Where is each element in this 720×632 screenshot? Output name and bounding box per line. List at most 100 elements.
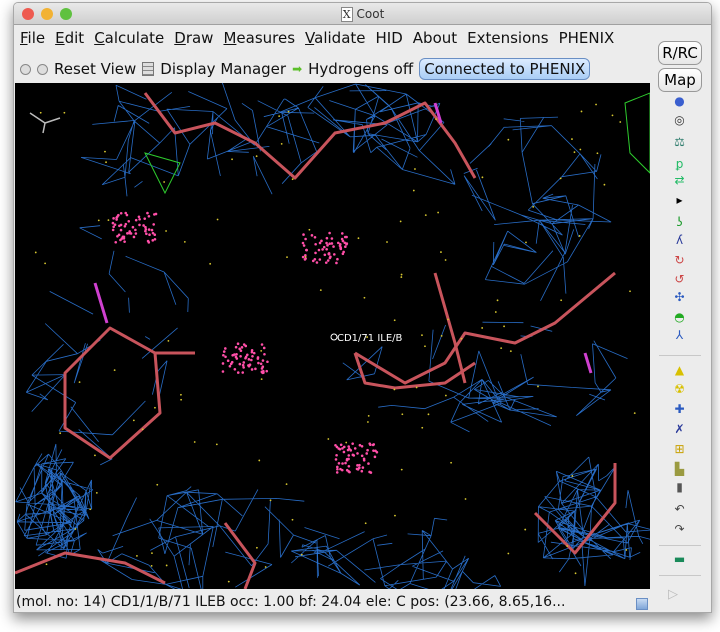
mutate-autofit-icon[interactable]: ☢ <box>674 382 685 396</box>
contact-dot <box>301 241 305 245</box>
menu-file[interactable]: File <box>20 29 46 47</box>
edit-chi-angles-icon[interactable]: ↻ <box>674 253 685 267</box>
rrc-button[interactable]: R/RC <box>658 41 702 65</box>
contact-dot-yellow <box>260 378 263 381</box>
contact-dot <box>147 241 151 244</box>
contact-dot <box>147 228 151 231</box>
expand-arrow-icon[interactable]: ▸ <box>676 193 683 207</box>
torsion-general-icon[interactable]: ↺ <box>674 272 685 286</box>
contact-dot <box>137 215 141 219</box>
connected-to-phenix-button[interactable]: Connected to PHENIX <box>419 58 591 80</box>
contact-dot-yellow <box>625 549 628 551</box>
contact-dot-yellow <box>427 413 430 416</box>
display-only-active-icon[interactable]: ▬ <box>673 552 686 566</box>
contact-dot <box>351 442 354 445</box>
rotate-sphere-icon[interactable]: ● <box>674 94 685 108</box>
center-atom-icon[interactable]: ◎ <box>674 113 685 127</box>
contact-dot <box>115 216 118 219</box>
contact-dot-yellow <box>286 256 288 259</box>
hydrogens-icon: ➡ <box>292 62 303 76</box>
contact-dot <box>134 228 137 232</box>
contact-dot <box>339 467 342 471</box>
menu-extensions[interactable]: Extensions <box>467 29 549 47</box>
contact-dot <box>313 257 317 261</box>
contact-dot <box>224 347 227 350</box>
menu-draw[interactable]: Draw <box>174 29 214 47</box>
contact-dot <box>142 224 145 227</box>
menu-phenix[interactable]: PHENIX <box>558 29 615 47</box>
refine-regularize-icon[interactable]: ⚖ <box>674 135 685 149</box>
zoom-button[interactable] <box>60 8 72 20</box>
contact-dot-yellow <box>215 443 218 446</box>
play-arrow-icon[interactable]: ▷ <box>668 587 678 602</box>
contact-dot <box>304 237 307 241</box>
display-manager-button[interactable]: Display Manager <box>160 60 287 78</box>
add-terminal-residue-icon[interactable]: ✚ <box>674 402 685 416</box>
contact-dot <box>233 367 237 371</box>
contact-dot-yellow <box>44 262 47 265</box>
contact-dot <box>325 236 329 240</box>
molecule-scene[interactable]: CD1/71 ILE/B <box>14 79 653 609</box>
clear-pending-icon[interactable]: ▙ <box>674 462 685 476</box>
undo-icon[interactable]: ↶ <box>674 502 685 516</box>
contact-dot-yellow <box>136 555 138 557</box>
contact-dot <box>341 462 344 465</box>
contact-dot-yellow <box>264 566 267 568</box>
atom-bond-magenta <box>583 352 593 374</box>
add-alt-conf-icon[interactable]: ✗ <box>674 422 685 436</box>
menu-validate[interactable]: Validate <box>305 29 366 47</box>
contact-dot <box>333 253 336 256</box>
contact-dot <box>252 351 256 355</box>
contact-dot <box>337 461 341 465</box>
contact-dot <box>259 362 263 366</box>
contact-dot <box>266 360 269 364</box>
contact-dot-yellow <box>180 398 183 401</box>
map-button[interactable]: Map <box>658 68 702 92</box>
redo-icon[interactable]: ↷ <box>674 522 685 536</box>
contact-dot-yellow <box>319 289 322 292</box>
mutate-icon[interactable]: ▲ <box>674 363 685 377</box>
contact-dot <box>318 241 322 245</box>
auto-fit-rotamer-icon[interactable]: ʖ <box>676 215 683 229</box>
minimize-button[interactable] <box>41 8 53 20</box>
menu-about[interactable]: About <box>412 29 458 47</box>
contact-dot <box>325 247 328 251</box>
reset-view-button[interactable]: Reset View <box>54 60 137 78</box>
contact-dot-yellow <box>494 311 497 313</box>
hydrogens-toggle-button[interactable]: Hydrogens off <box>308 60 414 78</box>
menu-measures[interactable]: Measures <box>223 29 296 47</box>
contact-dot-yellow <box>421 426 424 429</box>
rotamers-icon[interactable]: ʎ <box>675 233 684 247</box>
rigid-body-fit-icon[interactable]: ꝑ <box>675 157 684 171</box>
contact-dot-yellow <box>386 241 388 243</box>
contact-dot-yellow <box>308 228 311 231</box>
stop-icon[interactable] <box>37 63 48 75</box>
edit-backbone-icon[interactable]: ⅄ <box>675 328 684 342</box>
contact-dot <box>125 213 129 217</box>
delete-icon[interactable]: ▮ <box>676 480 683 494</box>
contact-dot-yellow <box>345 441 348 444</box>
play-icon[interactable] <box>20 63 31 75</box>
contact-dot-yellow <box>150 565 153 567</box>
contact-dot <box>329 255 332 259</box>
contact-dot <box>228 364 232 368</box>
place-atom-icon[interactable]: ⊞ <box>674 442 685 456</box>
menu-calculate[interactable]: Calculate <box>94 29 165 47</box>
3d-viewport[interactable]: CD1/71 ILE/B <box>14 79 653 609</box>
contact-dot <box>360 454 364 458</box>
contact-dot <box>356 452 359 455</box>
close-button[interactable] <box>22 8 34 20</box>
side-chain-180-icon[interactable]: ◓ <box>674 310 685 324</box>
sphere-refine-icon[interactable]: ⇄ <box>674 173 685 187</box>
contact-dot <box>254 367 257 371</box>
contact-dot-yellow <box>500 347 503 350</box>
density-mesh <box>342 321 628 433</box>
contact-dot-yellow <box>437 211 440 214</box>
menu-hid[interactable]: HID <box>375 29 403 47</box>
contact-dot <box>326 259 330 262</box>
menu-edit[interactable]: Edit <box>55 29 85 47</box>
atom-bond-magenta <box>433 102 443 124</box>
contact-dot-yellow <box>180 393 182 396</box>
flip-peptide-icon[interactable]: ✣ <box>674 290 685 304</box>
contact-dot <box>336 257 339 261</box>
